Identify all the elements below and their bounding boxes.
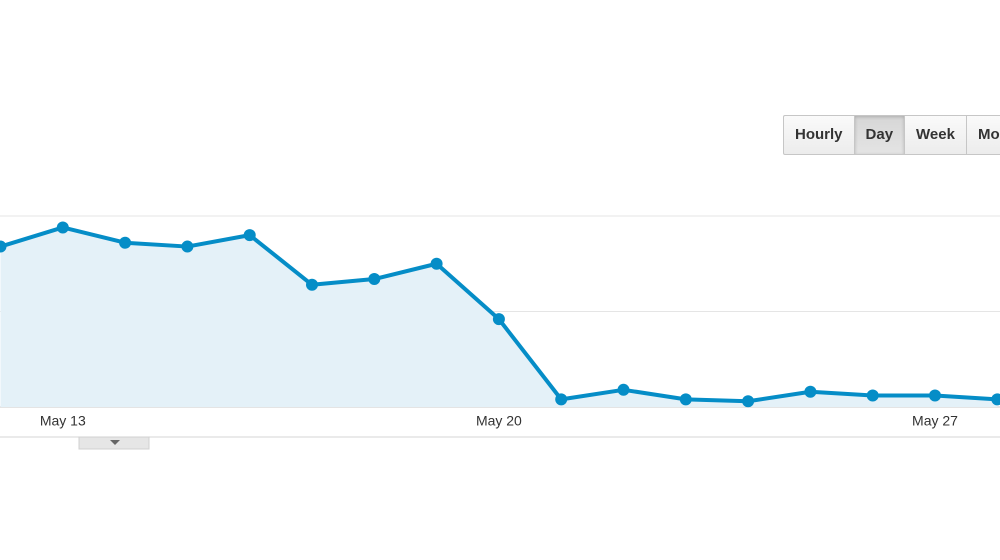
handle-arrow <box>110 440 120 445</box>
x-tick-label: May 27 <box>912 413 958 429</box>
point <box>929 389 941 402</box>
point <box>119 236 132 249</box>
point <box>306 278 318 291</box>
granularity-button[interactable]: Hourly <box>783 115 854 155</box>
point <box>742 395 755 408</box>
point <box>368 273 381 286</box>
point <box>430 257 443 270</box>
point <box>0 240 7 253</box>
point <box>617 383 630 396</box>
point <box>492 313 505 326</box>
x-tick-label: May 20 <box>476 413 522 429</box>
point <box>243 229 256 242</box>
area <box>0 227 998 407</box>
x-tick-label: May 13 <box>40 413 86 429</box>
point <box>181 240 194 253</box>
point <box>679 393 692 406</box>
point <box>804 385 817 398</box>
point <box>866 389 879 402</box>
granularity-button[interactable]: Month <box>965 115 1000 155</box>
granularity-button[interactable]: Day <box>853 115 905 155</box>
point <box>991 393 1000 406</box>
point <box>56 221 69 234</box>
point <box>555 393 568 406</box>
granularity-button[interactable]: Week <box>904 115 966 155</box>
granularity-buttons: HourlyDayWeekMonth <box>783 115 1000 155</box>
